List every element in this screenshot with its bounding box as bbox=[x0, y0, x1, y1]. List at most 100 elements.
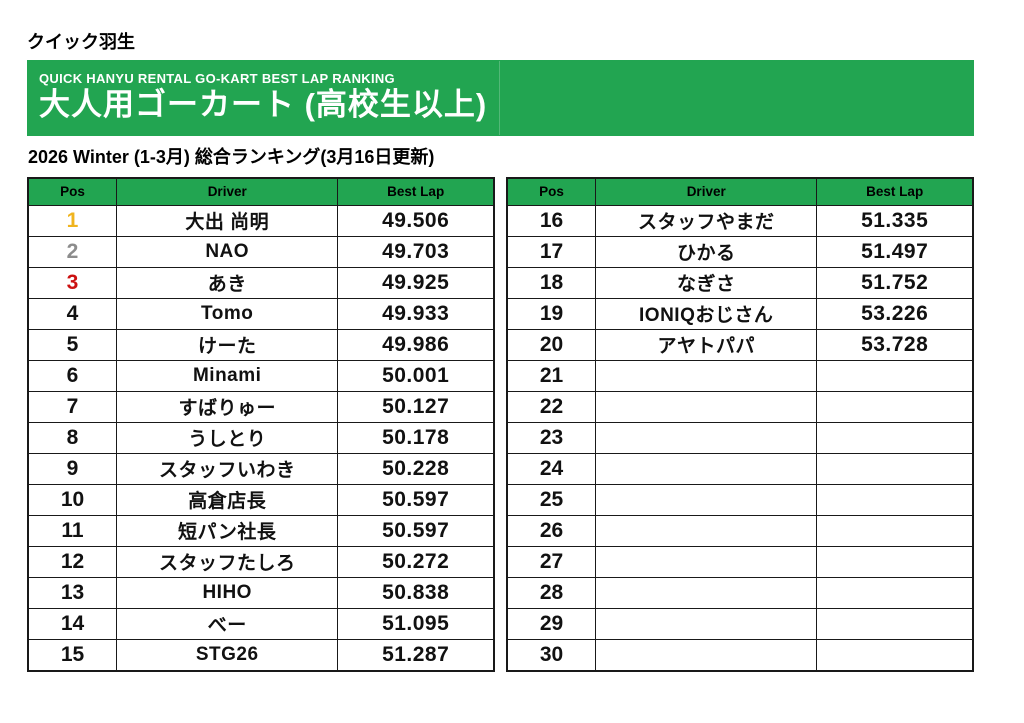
driver-cell: STG26 bbox=[116, 638, 339, 672]
driver-cell: Minami bbox=[116, 359, 339, 392]
best-lap-cell: 51.095 bbox=[337, 607, 495, 640]
best-lap-cell: 51.497 bbox=[816, 235, 974, 268]
driver-cell bbox=[595, 576, 818, 609]
driver-cell: Tomo bbox=[116, 297, 339, 330]
driver-cell: 大出 尚明 bbox=[116, 204, 339, 237]
best-lap-cell: 50.597 bbox=[337, 483, 495, 516]
best-lap-cell: 50.597 bbox=[337, 514, 495, 547]
driver-cell: アヤトパパ bbox=[595, 328, 818, 361]
pos-cell: 21 bbox=[506, 359, 597, 392]
table-row: 29 bbox=[506, 607, 974, 640]
driver-cell: けーた bbox=[116, 328, 339, 361]
table-row: 18 なぎさ 51.752 bbox=[506, 266, 974, 299]
banner: QUICK HANYU RENTAL GO-KART BEST LAP RANK… bbox=[27, 59, 974, 136]
pos-cell: 1 bbox=[27, 204, 118, 237]
driver-cell: すばりゅー bbox=[116, 390, 339, 423]
pos-cell: 29 bbox=[506, 607, 597, 640]
pos-cell: 18 bbox=[506, 266, 597, 299]
driver-cell: IONIQおじさん bbox=[595, 297, 818, 330]
table-row: 28 bbox=[506, 576, 974, 609]
pos-cell: 6 bbox=[27, 359, 118, 392]
pos-cell: 14 bbox=[27, 607, 118, 640]
best-lap-cell: 50.272 bbox=[337, 545, 495, 578]
table-row: 16 スタッフやまだ 51.335 bbox=[506, 204, 974, 237]
pos-cell: 17 bbox=[506, 235, 597, 268]
table-row: 4 Tomo 49.933 bbox=[27, 297, 495, 330]
header-pos: Pos bbox=[27, 177, 118, 206]
pos-cell: 28 bbox=[506, 576, 597, 609]
table-row: 2 NAO 49.703 bbox=[27, 235, 495, 268]
ranking-table-right: Pos Driver Best Lap 16 スタッフやまだ 51.335 17… bbox=[506, 176, 974, 672]
best-lap-cell bbox=[816, 452, 974, 485]
best-lap-cell: 49.703 bbox=[337, 235, 495, 268]
header-best-lap: Best Lap bbox=[337, 177, 495, 206]
pos-cell: 26 bbox=[506, 514, 597, 547]
driver-cell: HIHO bbox=[116, 576, 339, 609]
driver-cell: あき bbox=[116, 266, 339, 299]
pos-cell: 10 bbox=[27, 483, 118, 516]
table-row: 6 Minami 50.001 bbox=[27, 359, 495, 392]
table-row: 3 あき 49.925 bbox=[27, 266, 495, 299]
pos-cell: 13 bbox=[27, 576, 118, 609]
driver-cell bbox=[595, 638, 818, 672]
driver-cell bbox=[595, 483, 818, 516]
best-lap-cell bbox=[816, 638, 974, 672]
driver-cell: うしとり bbox=[116, 421, 339, 454]
pos-cell: 24 bbox=[506, 452, 597, 485]
banner-divider bbox=[499, 60, 500, 135]
table-row: 7 すばりゅー 50.127 bbox=[27, 390, 495, 423]
best-lap-cell bbox=[816, 545, 974, 578]
pos-cell: 2 bbox=[27, 235, 118, 268]
table-row: 12 スタッフたしろ 50.272 bbox=[27, 545, 495, 578]
driver-cell: 短パン社長 bbox=[116, 514, 339, 547]
table-row: 19 IONIQおじさん 53.226 bbox=[506, 297, 974, 330]
pos-cell: 5 bbox=[27, 328, 118, 361]
ranking-tables: Pos Driver Best Lap 1 大出 尚明 49.506 2 NAO… bbox=[27, 176, 974, 672]
table-row: 10 高倉店長 50.597 bbox=[27, 483, 495, 516]
best-lap-cell: 49.506 bbox=[337, 204, 495, 237]
best-lap-cell: 49.925 bbox=[337, 266, 495, 299]
best-lap-cell: 49.986 bbox=[337, 328, 495, 361]
driver-cell bbox=[595, 514, 818, 547]
driver-cell: 高倉店長 bbox=[116, 483, 339, 516]
table-row: 14 べー 51.095 bbox=[27, 607, 495, 640]
table-row: 27 bbox=[506, 545, 974, 578]
pos-cell: 7 bbox=[27, 390, 118, 423]
best-lap-cell: 50.228 bbox=[337, 452, 495, 485]
pos-cell: 16 bbox=[506, 204, 597, 237]
table-row: 13 HIHO 50.838 bbox=[27, 576, 495, 609]
driver-cell bbox=[595, 452, 818, 485]
table-header-row: Pos Driver Best Lap bbox=[27, 177, 495, 206]
pos-cell: 15 bbox=[27, 638, 118, 672]
pos-cell: 8 bbox=[27, 421, 118, 454]
best-lap-cell: 51.287 bbox=[337, 638, 495, 672]
table-row: 25 bbox=[506, 483, 974, 516]
driver-cell: スタッフいわき bbox=[116, 452, 339, 485]
pos-cell: 22 bbox=[506, 390, 597, 423]
table-row: 9 スタッフいわき 50.228 bbox=[27, 452, 495, 485]
driver-cell bbox=[595, 421, 818, 454]
best-lap-cell: 51.335 bbox=[816, 204, 974, 237]
driver-cell bbox=[595, 359, 818, 392]
best-lap-cell: 50.838 bbox=[337, 576, 495, 609]
ranking-table-left: Pos Driver Best Lap 1 大出 尚明 49.506 2 NAO… bbox=[27, 176, 495, 672]
pos-cell: 12 bbox=[27, 545, 118, 578]
table-row: 21 bbox=[506, 359, 974, 392]
best-lap-cell bbox=[816, 514, 974, 547]
header-driver: Driver bbox=[116, 177, 339, 206]
pos-cell: 4 bbox=[27, 297, 118, 330]
table-row: 5 けーた 49.986 bbox=[27, 328, 495, 361]
best-lap-cell bbox=[816, 359, 974, 392]
driver-cell: ひかる bbox=[595, 235, 818, 268]
best-lap-cell bbox=[816, 607, 974, 640]
table-row: 8 うしとり 50.178 bbox=[27, 421, 495, 454]
table-row: 30 bbox=[506, 638, 974, 672]
best-lap-cell: 50.178 bbox=[337, 421, 495, 454]
best-lap-cell: 53.728 bbox=[816, 328, 974, 361]
driver-cell: スタッフやまだ bbox=[595, 204, 818, 237]
header-driver: Driver bbox=[595, 177, 818, 206]
table-row: 17 ひかる 51.497 bbox=[506, 235, 974, 268]
pos-cell: 19 bbox=[506, 297, 597, 330]
table-row: 22 bbox=[506, 390, 974, 423]
